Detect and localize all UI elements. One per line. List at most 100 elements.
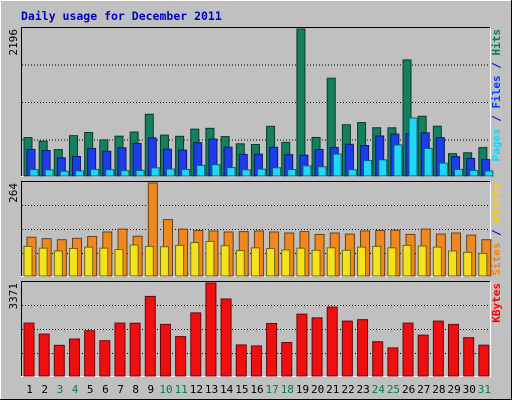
- legend-part-1: /: [490, 109, 503, 129]
- bar-pages-day-7: [120, 170, 130, 177]
- x-tick-label-15: 15: [235, 383, 248, 396]
- bar-sites-day-26: [402, 244, 412, 277]
- bar-pages-day-11: [181, 168, 191, 177]
- y-max-label: 3371: [7, 283, 20, 310]
- bar-kbytes-day-11: [175, 336, 187, 377]
- x-tick-label-4: 4: [72, 383, 79, 396]
- bar-kbytes-day-1: [23, 322, 35, 377]
- panel-hits-files-pages: 2196 Pages / Files / Hits: [7, 27, 503, 177]
- bar-pages-day-23: [363, 160, 373, 177]
- bar-kbytes-day-31: [478, 344, 490, 377]
- bar-pages-day-17: [272, 167, 282, 177]
- bar-sites-day-6: [99, 247, 109, 277]
- bar-kbytes-day-5: [84, 330, 96, 377]
- series-legend: KBytes: [490, 283, 503, 323]
- bar-sites-day-9: [144, 245, 154, 277]
- bar-pages-day-29: [454, 168, 464, 177]
- x-tick-label-3: 3: [57, 383, 64, 396]
- x-tick-label-1: 1: [26, 383, 33, 396]
- bar-sites-day-5: [84, 246, 94, 277]
- bar-kbytes-day-2: [38, 333, 50, 377]
- x-tick-label-20: 20: [311, 383, 324, 396]
- bar-pages-day-28: [438, 162, 448, 177]
- bar-kbytes-day-6: [99, 340, 111, 377]
- bar-kbytes-day-30: [463, 337, 475, 377]
- bar-sites-day-4: [68, 248, 78, 277]
- bar-pages-day-30: [469, 169, 479, 177]
- x-tick-label-26: 26: [402, 383, 415, 396]
- bar-kbytes-day-19: [296, 313, 308, 377]
- legend-part-0: Pages: [490, 128, 503, 161]
- bar-pages-day-24: [378, 159, 388, 177]
- bar-pages-day-22: [347, 169, 357, 177]
- bar-sites-day-18: [281, 249, 291, 277]
- legend-part-1: /: [490, 223, 503, 243]
- bar-kbytes-day-26: [402, 322, 414, 377]
- bar-kbytes-day-18: [281, 342, 293, 377]
- x-tick-label-27: 27: [417, 383, 430, 396]
- bar-sites-day-12: [190, 242, 200, 277]
- bar-pages-day-9: [150, 167, 160, 177]
- legend-part-2: Files: [490, 75, 503, 108]
- bar-kbytes-day-14: [220, 298, 232, 377]
- bar-kbytes-day-15: [235, 344, 247, 377]
- bar-kbytes-day-9: [144, 295, 156, 377]
- panel-visits-sites: 264 Sites / Visits: [7, 181, 503, 277]
- x-tick-label-23: 23: [357, 383, 370, 396]
- bar-kbytes-day-23: [357, 319, 369, 377]
- bar-pages-day-20: [317, 166, 327, 177]
- x-tick-label-13: 13: [205, 383, 218, 396]
- bar-sites-day-8: [129, 244, 139, 277]
- bar-sites-day-24: [372, 245, 382, 277]
- x-tick-label-11: 11: [175, 383, 188, 396]
- panel-kbytes: 3371 KBytes: [7, 281, 503, 377]
- bar-sites-day-21: [326, 247, 336, 277]
- bar-pages-day-16: [256, 168, 266, 177]
- bar-pages-day-31: [484, 170, 494, 177]
- bar-pages-day-12: [196, 164, 206, 177]
- bar-pages-day-18: [287, 169, 297, 177]
- series-kbytes: [23, 282, 490, 377]
- x-tick-label-29: 29: [447, 383, 460, 396]
- x-tick-label-28: 28: [432, 383, 445, 396]
- x-tick-label-9: 9: [148, 383, 155, 396]
- bar-pages-day-19: [302, 165, 312, 177]
- bar-pages-day-8: [135, 169, 145, 177]
- x-tick-label-14: 14: [220, 383, 234, 396]
- bar-kbytes-day-16: [250, 345, 262, 377]
- bar-sites-day-22: [341, 249, 351, 277]
- legend-part-2: Visits: [490, 183, 503, 223]
- bar-pages-day-2: [44, 169, 54, 177]
- y-max-label: 264: [7, 183, 20, 203]
- x-tick-label-7: 7: [117, 383, 124, 396]
- y-max-label: 2196: [7, 29, 20, 56]
- bar-pages-day-14: [226, 167, 236, 177]
- bar-sites-day-17: [266, 248, 276, 277]
- bar-kbytes-day-4: [68, 338, 80, 377]
- legend-part-4: Hits: [490, 29, 503, 56]
- bar-kbytes-day-20: [311, 317, 323, 377]
- x-tick-label-21: 21: [326, 383, 339, 396]
- bar-kbytes-day-27: [417, 334, 429, 377]
- bar-sites-day-31: [478, 252, 488, 277]
- x-tick-label-10: 10: [159, 383, 172, 396]
- bar-sites-day-27: [417, 245, 427, 277]
- bar-sites-day-2: [38, 247, 48, 277]
- bar-pages-day-5: [90, 168, 100, 177]
- bar-kbytes-day-22: [341, 320, 353, 377]
- legend-part-3: /: [490, 56, 503, 76]
- bar-hits-day-19: [296, 28, 306, 177]
- legend-part-0: Sites: [490, 243, 503, 276]
- chart-panels: 2196 Pages / Files / Hits 264 Sites / Visit…: [7, 27, 503, 377]
- bar-sites-day-19: [296, 247, 306, 277]
- series-legend: Pages / Files / Hits: [490, 29, 503, 162]
- bar-pages-day-21: [332, 153, 342, 177]
- x-tick-label-17: 17: [266, 383, 279, 396]
- bar-kbytes-day-17: [266, 322, 278, 377]
- chart-title: Daily usage for December 2011: [21, 9, 222, 23]
- series-legend: Sites / Visits: [490, 183, 503, 276]
- bar-pages-day-4: [74, 170, 84, 177]
- bar-pages-day-3: [59, 170, 69, 177]
- bar-kbytes-day-28: [432, 320, 444, 377]
